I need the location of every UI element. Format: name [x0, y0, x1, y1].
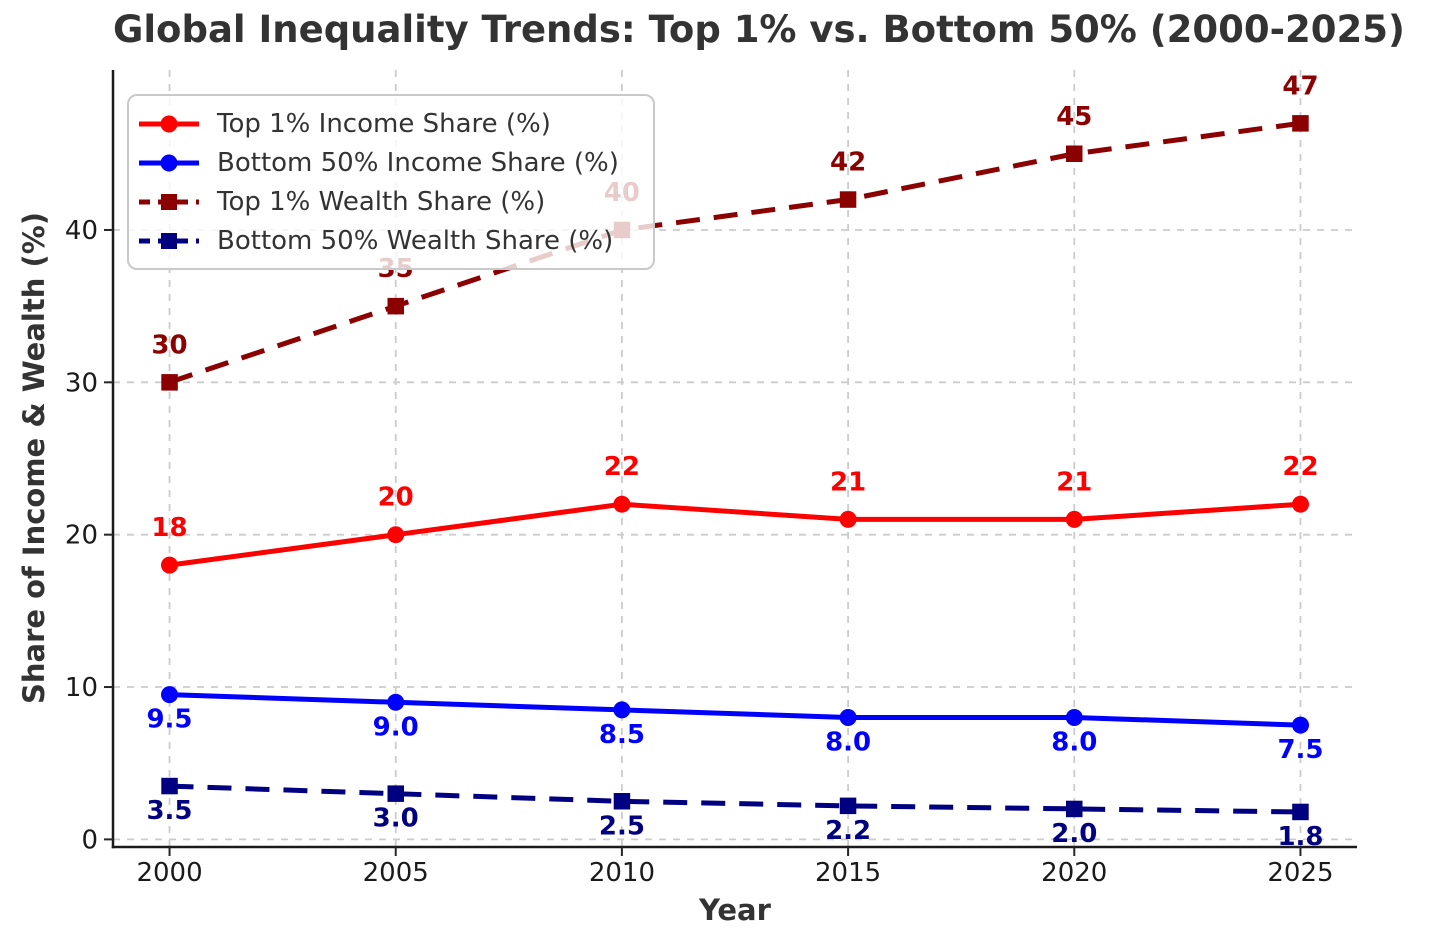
legend-item: Top 1% Wealth Share (%): [138, 182, 633, 221]
y-axis-label: Share of Income & Wealth (%): [17, 211, 51, 705]
x-tick-label: 2020: [1041, 858, 1107, 888]
data-point-marker: [1065, 709, 1083, 726]
legend-item-label: Bottom 50% Income Share (%): [217, 147, 619, 178]
x-axis-label: Year: [699, 893, 771, 927]
x-tick-label: 2015: [815, 858, 881, 888]
series-top-1-income-share-labels: 18 20 22 21 21 22: [151, 452, 1318, 543]
legend-item: Top 1% Income Share (%): [138, 104, 633, 143]
data-point-marker: [1292, 803, 1309, 821]
data-point-label: 21: [1056, 467, 1092, 497]
y-tick-label: 30: [65, 368, 98, 398]
y-tick-label: 10: [65, 673, 98, 703]
y-axis-ticks: 0 10 20 30 40: [65, 216, 113, 855]
data-point-label: 7.5: [1277, 735, 1323, 765]
y-tick-label: 40: [65, 216, 98, 246]
legend-solid-line-circle-icon: [139, 154, 199, 171]
data-point-marker: [161, 777, 178, 795]
data-point-marker: [1292, 495, 1309, 513]
legend-dashed-line-square-icon: [139, 232, 199, 249]
data-point-marker: [613, 701, 631, 719]
data-point-marker: [387, 526, 405, 544]
x-tick-label: 2000: [136, 858, 202, 888]
data-point-label: 21: [830, 467, 866, 497]
data-point-label: 18: [151, 513, 187, 543]
legend-solid-line-circle-icon: [139, 115, 199, 132]
data-point-marker: [161, 374, 178, 391]
data-point-label: 2.0: [1051, 819, 1097, 849]
legend-dashed-line-square-icon: [139, 193, 199, 210]
data-point-marker: [161, 556, 178, 574]
data-point-label: 30: [151, 330, 187, 360]
data-point-label: 9.5: [146, 705, 192, 735]
y-tick-label: 20: [65, 521, 98, 551]
data-point-marker: [1066, 145, 1083, 162]
data-point-marker: [1292, 115, 1309, 132]
data-point-label: 42: [830, 148, 866, 178]
series-bottom-50-income-share-labels: 9.5 9.0 8.5 8.0 8.0 7.5: [146, 705, 1323, 766]
x-tick-label: 2005: [363, 858, 429, 888]
axes-spines: [111, 70, 1357, 849]
data-point-marker: [387, 785, 404, 802]
chart-title: Global Inequality Trends: Top 1% vs. Bot…: [113, 8, 1405, 51]
data-point-label: 8.5: [599, 720, 645, 750]
series-bottom-50-wealth-share: [161, 777, 1309, 821]
data-point-marker: [839, 510, 857, 528]
data-point-label: 8.0: [825, 728, 871, 758]
data-point-marker: [1065, 510, 1083, 528]
data-point-marker: [839, 709, 857, 726]
legend-item: Bottom 50% Income Share (%): [138, 143, 633, 182]
data-point-marker: [839, 797, 857, 815]
legend-item-label: Top 1% Wealth Share (%): [217, 186, 546, 217]
legend: Top 1% Income Share (%) Bottom 50% Income…: [127, 94, 655, 270]
data-point-label: 9.0: [373, 712, 419, 742]
data-point-label: 2.2: [825, 816, 871, 846]
y-tick-label: 0: [81, 825, 98, 855]
data-point-label: 47: [1282, 71, 1318, 101]
data-point-marker: [613, 793, 631, 810]
series-top-1-income-share: [161, 495, 1309, 574]
data-point-marker: [839, 191, 857, 208]
legend-item: Bottom 50% Wealth Share (%): [138, 221, 633, 260]
x-tick-label: 2025: [1267, 858, 1333, 888]
data-point-marker: [387, 693, 405, 711]
data-point-label: 45: [1056, 102, 1092, 132]
x-tick-label: 2010: [589, 858, 655, 888]
legend-item-label: Bottom 50% Wealth Share (%): [217, 225, 614, 256]
series-bottom-50-wealth-share-labels: 3.5 3.0 2.5 2.2 2.0 1.8: [146, 796, 1323, 852]
data-point-label: 3.5: [146, 796, 192, 826]
data-point-label: 20: [378, 483, 414, 513]
data-point-marker: [1066, 800, 1083, 818]
data-point-label: 8.0: [1051, 728, 1097, 758]
x-axis-ticks: 2000 2005 2010 2015 2020 2025: [136, 847, 1334, 888]
legend-item-label: Top 1% Income Share (%): [217, 108, 551, 139]
data-point-marker: [387, 297, 404, 315]
data-point-marker: [613, 495, 631, 513]
data-point-label: 2.5: [599, 811, 645, 841]
data-point-marker: [161, 686, 178, 704]
data-point-label: 22: [604, 452, 640, 482]
data-point-label: 1.8: [1277, 822, 1323, 852]
series-bottom-50-income-share: [161, 686, 1309, 734]
data-point-label: 3.0: [373, 804, 419, 834]
data-point-label: 22: [1282, 452, 1318, 482]
data-point-marker: [1292, 716, 1309, 734]
